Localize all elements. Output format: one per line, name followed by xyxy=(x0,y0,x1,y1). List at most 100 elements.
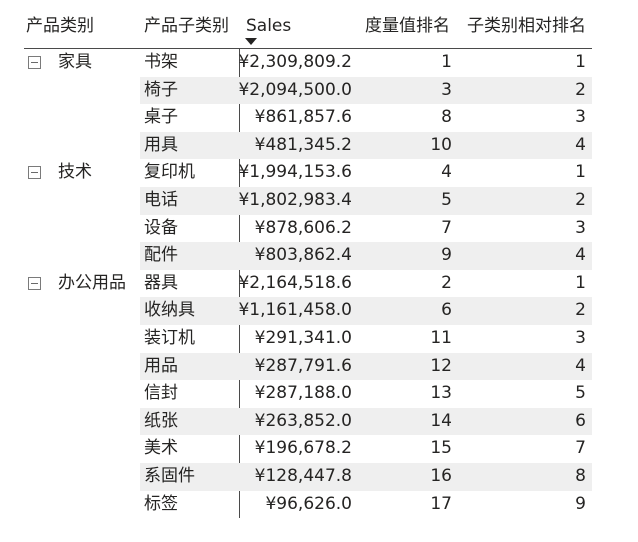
category-label: 技术 xyxy=(58,162,92,183)
sub-relative-rank-cell: 4 xyxy=(575,355,586,376)
matrix-table: 产品类别 产品子类别 Sales 度量值排名 子类别相对排名 家具 书架 ¥2,30… xyxy=(24,10,592,518)
header-row: 产品类别 产品子类别 Sales 度量值排名 子类别相对排名 xyxy=(24,10,592,49)
sales-cell: ¥263,852.0 xyxy=(254,410,352,431)
table-row: 桌子 ¥861,857.6 8 3 xyxy=(24,104,592,132)
sales-cell: ¥291,341.0 xyxy=(254,327,352,348)
subcategory-cell: 纸张 xyxy=(144,410,178,431)
header-sales[interactable]: Sales xyxy=(246,16,292,36)
subcategory-cell: 配件 xyxy=(144,245,178,266)
table-row: 电话 ¥1,802,983.4 5 2 xyxy=(24,186,592,215)
sub-relative-rank-cell: 2 xyxy=(575,79,586,100)
sales-cell: ¥2,094,500.0 xyxy=(238,79,352,100)
sales-cell: ¥287,188.0 xyxy=(254,383,352,404)
table-row: 收纳具 ¥1,161,458.0 6 2 xyxy=(24,297,592,325)
measure-rank-cell: 9 xyxy=(441,245,452,266)
sales-cell: ¥481,345.2 xyxy=(254,134,352,155)
header-category[interactable]: 产品类别 xyxy=(26,16,94,36)
sub-relative-rank-cell: 1 xyxy=(575,162,586,183)
sort-descending-icon[interactable] xyxy=(245,38,257,45)
sales-cell: ¥1,161,458.0 xyxy=(238,300,352,321)
sales-cell: ¥2,164,518.6 xyxy=(238,272,352,293)
measure-rank-cell: 1 xyxy=(441,52,452,72)
sales-cell: ¥1,994,153.6 xyxy=(238,162,352,183)
sub-relative-rank-cell: 7 xyxy=(575,438,586,459)
collapse-minus-icon[interactable] xyxy=(28,166,41,180)
header-measure-rank[interactable]: 度量值排名 xyxy=(365,16,450,36)
row-shade xyxy=(140,186,592,215)
measure-rank-cell: 3 xyxy=(441,79,452,100)
subcategory-cell: 信封 xyxy=(144,383,178,404)
row-shade xyxy=(140,297,592,325)
sub-relative-rank-cell: 9 xyxy=(575,493,586,514)
sub-relative-rank-cell: 4 xyxy=(575,134,586,155)
table-row: 系固件 ¥128,447.8 16 8 xyxy=(24,462,592,491)
sales-cell: ¥861,857.6 xyxy=(254,107,352,128)
subcategory-cell: 椅子 xyxy=(144,79,178,100)
measure-rank-cell: 2 xyxy=(441,272,452,293)
measure-rank-cell: 15 xyxy=(430,438,452,459)
sub-relative-rank-cell: 3 xyxy=(575,107,586,128)
sales-cell: ¥128,447.8 xyxy=(254,465,352,486)
table-row: 美术 ¥196,678.2 15 7 xyxy=(24,435,592,463)
measure-rank-cell: 10 xyxy=(430,134,452,155)
row-shade xyxy=(140,131,592,160)
measure-rank-cell: 13 xyxy=(430,383,452,404)
row-shade xyxy=(140,352,592,381)
subcategory-cell: 收纳具 xyxy=(144,300,195,321)
category-label: 家具 xyxy=(58,52,92,72)
sales-cell: ¥287,791.6 xyxy=(254,355,352,376)
row-shade xyxy=(140,462,592,491)
subcategory-cell: 系固件 xyxy=(144,465,195,486)
sales-cell: ¥803,862.4 xyxy=(254,245,352,266)
sales-cell: ¥2,309,809.2 xyxy=(238,52,352,72)
measure-rank-cell: 14 xyxy=(430,410,452,431)
row-shade xyxy=(140,242,592,270)
subcategory-cell: 美术 xyxy=(144,438,178,459)
column-divider xyxy=(239,49,240,518)
table-row: 配件 ¥803,862.4 9 4 xyxy=(24,242,592,270)
sub-relative-rank-cell: 5 xyxy=(575,383,586,404)
subcategory-cell: 器具 xyxy=(144,272,178,293)
measure-rank-cell: 4 xyxy=(441,162,452,183)
measure-rank-cell: 11 xyxy=(430,327,452,348)
header-sub-relative-rank[interactable]: 子类别相对排名 xyxy=(467,16,586,36)
sub-relative-rank-cell: 3 xyxy=(575,327,586,348)
row-shade xyxy=(140,76,592,105)
sub-relative-rank-cell: 2 xyxy=(575,189,586,210)
subcategory-cell: 复印机 xyxy=(144,162,195,183)
measure-rank-cell: 12 xyxy=(430,355,452,376)
sales-cell: ¥96,626.0 xyxy=(265,493,352,514)
table-row: 设备 ¥878,606.2 7 3 xyxy=(24,215,592,243)
subcategory-cell: 用具 xyxy=(144,134,178,155)
collapse-minus-icon[interactable] xyxy=(28,276,41,290)
measure-rank-cell: 17 xyxy=(430,493,452,514)
collapse-minus-icon[interactable] xyxy=(28,56,41,69)
matrix-body: 家具 书架 ¥2,309,809.2 1 1 椅子 ¥2,094,500.0 3 2 桌子 ¥861… xyxy=(24,49,592,518)
row-shade xyxy=(140,407,592,436)
measure-rank-cell: 16 xyxy=(430,465,452,486)
table-row: 纸张 ¥263,852.0 14 6 xyxy=(24,407,592,436)
table-row: 家具 书架 ¥2,309,809.2 1 1 xyxy=(24,49,592,77)
sales-cell: ¥196,678.2 xyxy=(254,438,352,459)
subcategory-cell: 设备 xyxy=(144,217,178,238)
measure-rank-cell: 8 xyxy=(441,107,452,128)
sub-relative-rank-cell: 8 xyxy=(575,465,586,486)
table-row: 装订机 ¥291,341.0 11 3 xyxy=(24,325,592,353)
measure-rank-cell: 6 xyxy=(441,300,452,321)
table-row: 用品 ¥287,791.6 12 4 xyxy=(24,352,592,381)
sub-relative-rank-cell: 3 xyxy=(575,217,586,238)
subcategory-cell: 电话 xyxy=(144,189,178,210)
table-row: 用具 ¥481,345.2 10 4 xyxy=(24,131,592,160)
sub-relative-rank-cell: 1 xyxy=(575,272,586,293)
header-subcategory[interactable]: 产品子类别 xyxy=(144,16,229,36)
sub-relative-rank-cell: 1 xyxy=(575,52,586,72)
subcategory-cell: 用品 xyxy=(144,355,178,376)
table-row: 标签 ¥96,626.0 17 9 xyxy=(24,491,592,519)
sales-cell: ¥1,802,983.4 xyxy=(238,189,352,210)
sub-relative-rank-cell: 4 xyxy=(575,245,586,266)
sub-relative-rank-cell: 2 xyxy=(575,300,586,321)
table-row: 办公用品 器具 ¥2,164,518.6 2 1 xyxy=(24,270,592,298)
table-row: 技术 复印机 ¥1,994,153.6 4 1 xyxy=(24,159,592,187)
subcategory-cell: 标签 xyxy=(144,493,178,514)
measure-rank-cell: 7 xyxy=(441,217,452,238)
